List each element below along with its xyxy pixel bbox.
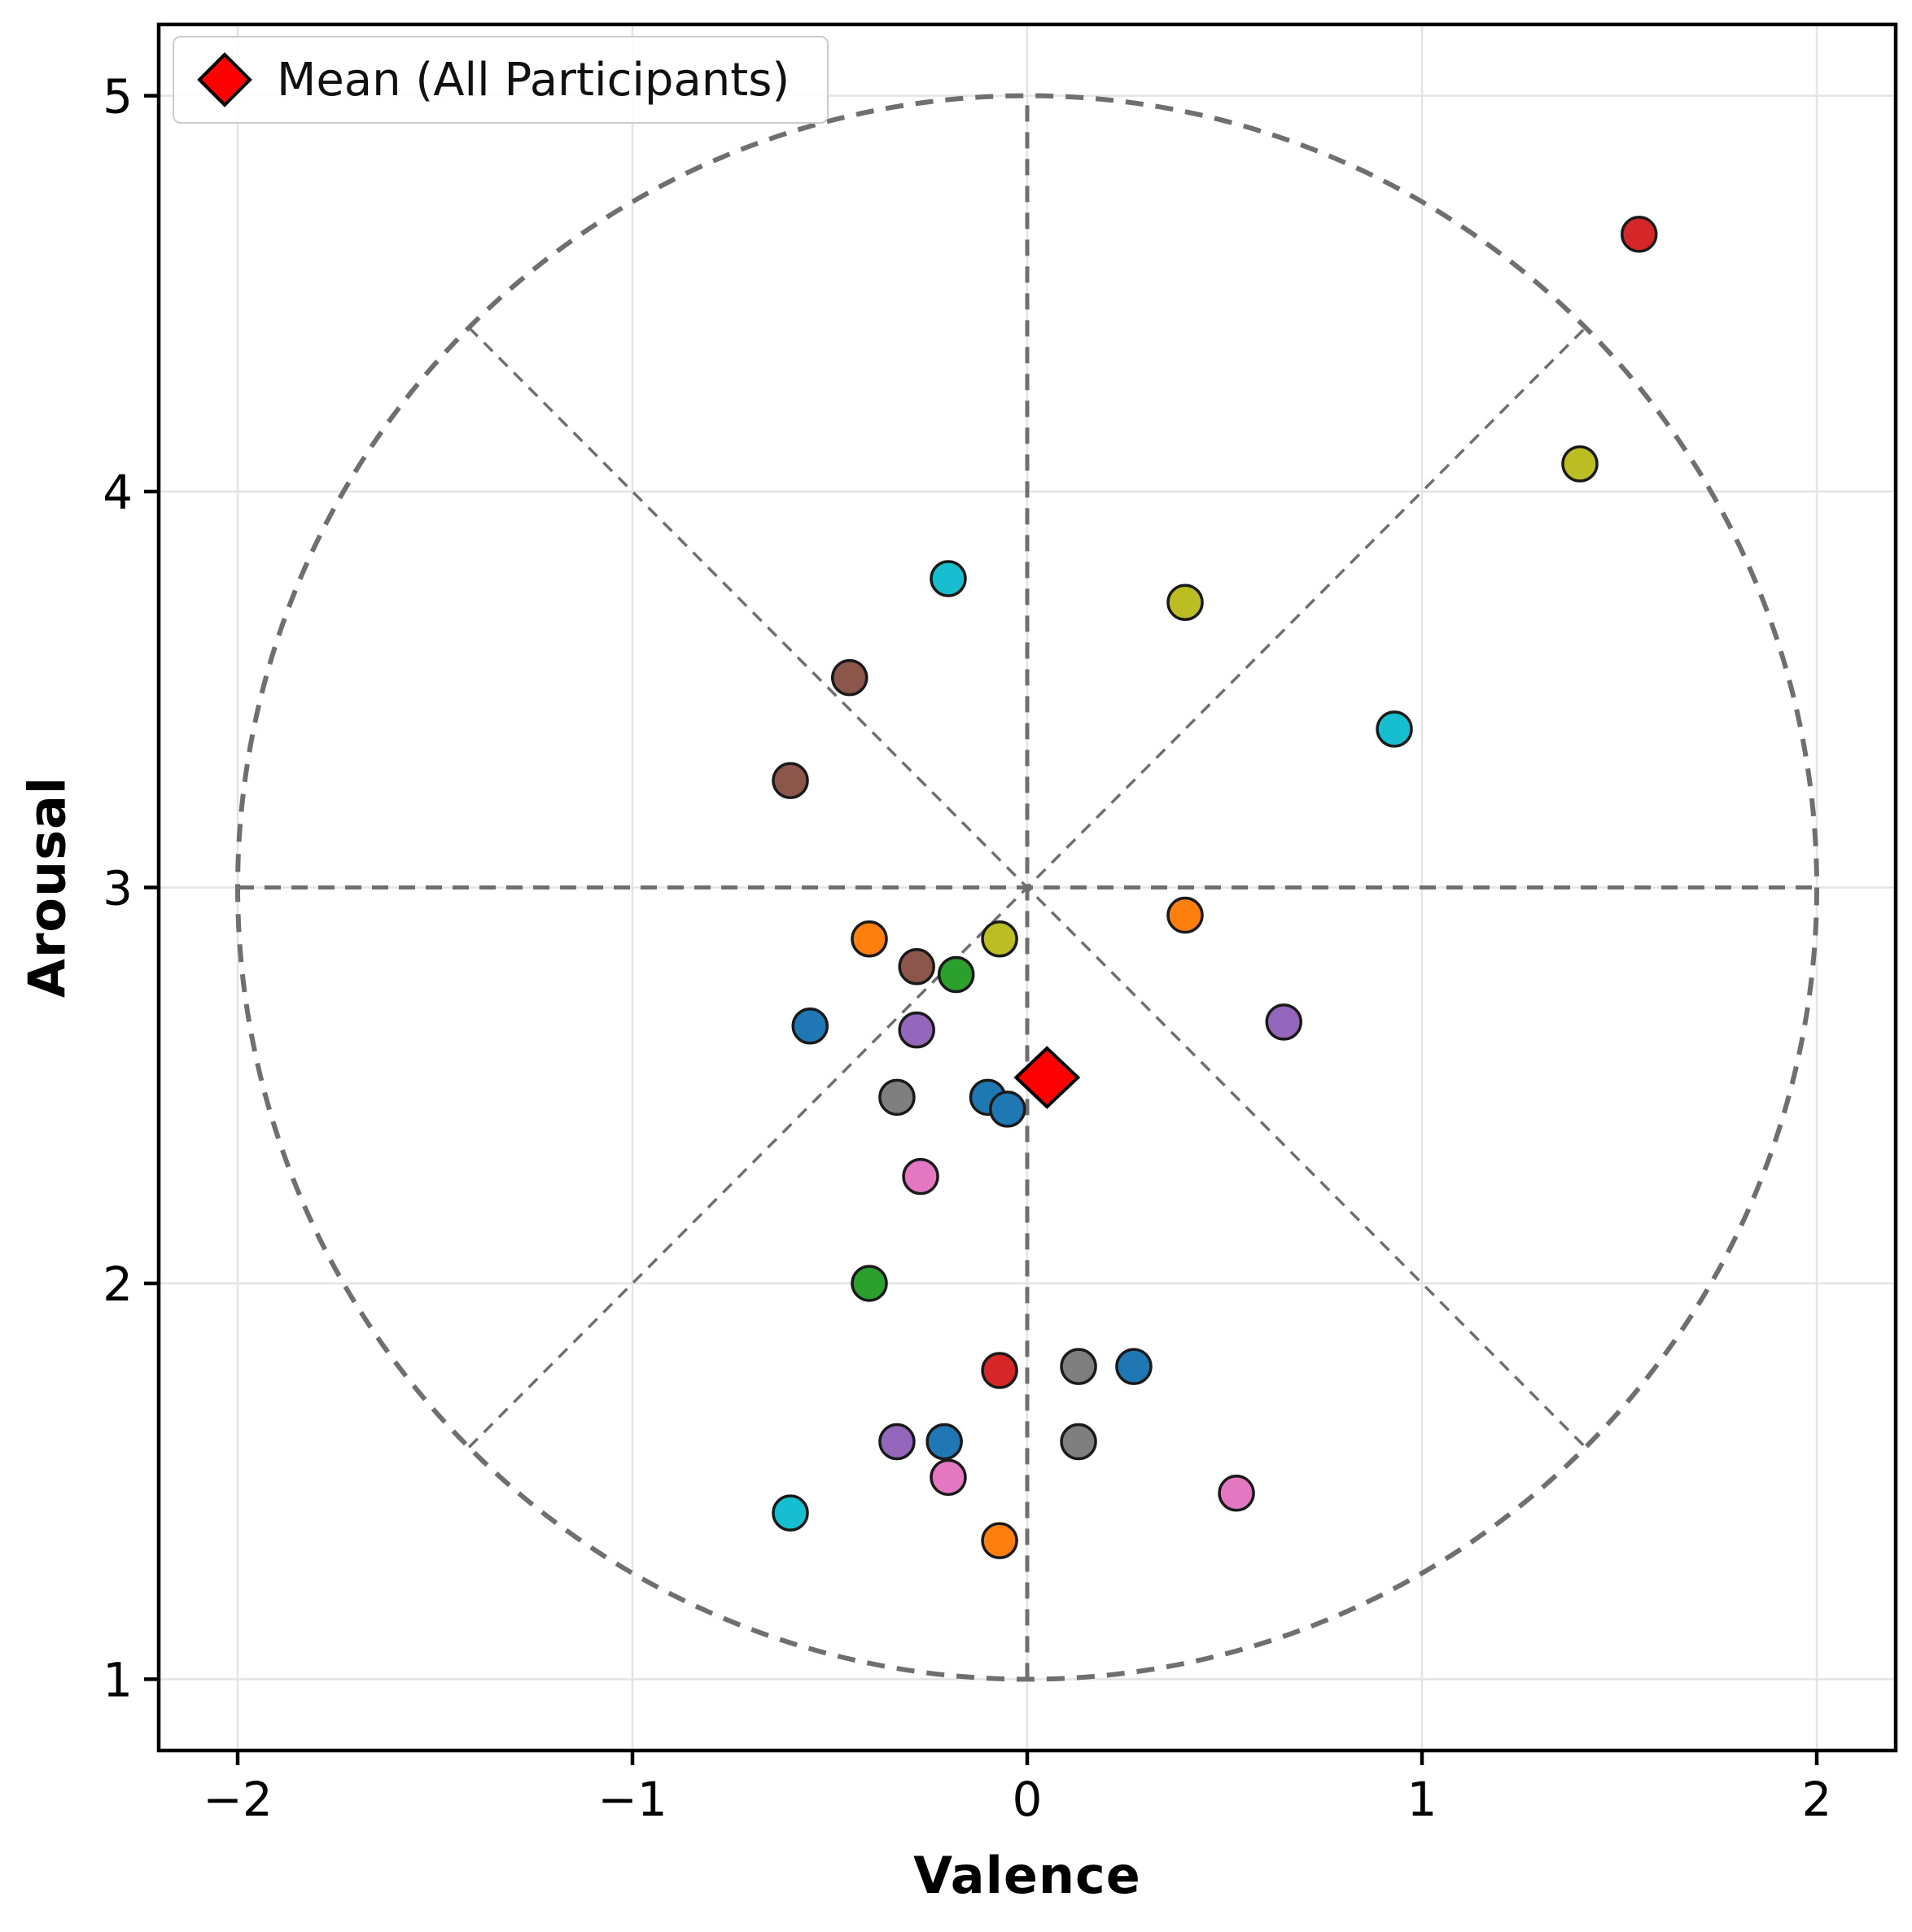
participant-point: [902, 1157, 939, 1195]
x-tick-label: −2: [203, 1772, 273, 1827]
y-tick-label: 1: [103, 1652, 133, 1707]
participant-point: [930, 560, 967, 597]
x-axis-label: Valence: [913, 1846, 1141, 1905]
participant-point: [981, 1352, 1018, 1389]
participant-point: [851, 1265, 888, 1302]
legend-label: Mean (All Participants): [277, 53, 790, 107]
diagonal-guide: [467, 326, 1587, 1449]
participant-point: [791, 1008, 829, 1045]
participant-point: [1218, 1475, 1255, 1512]
x-tick-label: −1: [597, 1772, 667, 1827]
participant-point: [1166, 896, 1204, 934]
mean-diamond-icon: [197, 52, 252, 107]
participant-point: [1060, 1423, 1097, 1461]
participant-point: [1621, 216, 1658, 253]
participant-point: [898, 948, 935, 986]
y-tick-label: 5: [103, 69, 133, 125]
y-tick-label: 4: [103, 465, 133, 520]
participant-point: [1376, 710, 1413, 748]
participant-point: [930, 1458, 967, 1497]
y-tick-label: 3: [103, 861, 133, 916]
x-tick-label: 1: [1407, 1772, 1437, 1827]
participant-point: [831, 658, 868, 697]
participant-point: [937, 955, 975, 994]
participant-point: [989, 1091, 1026, 1128]
participant-point: [898, 1011, 935, 1049]
x-tick-label: 0: [1013, 1772, 1043, 1827]
participant-point: [1561, 445, 1599, 483]
participant-point: [981, 1522, 1018, 1559]
mean-marker: [1013, 1046, 1081, 1109]
participant-point: [981, 920, 1018, 958]
y-axis-label: Arousal: [17, 776, 77, 999]
mean-diamond: [1013, 1046, 1081, 1109]
participant-point: [1265, 1003, 1302, 1041]
participant-point: [878, 1078, 916, 1117]
participant-point: [925, 1423, 963, 1461]
participant-point: [851, 920, 888, 958]
scatter-points: [772, 216, 1658, 1559]
participant-point: [1115, 1348, 1153, 1385]
x-tick-label: 2: [1802, 1772, 1832, 1827]
participant-point: [878, 1423, 916, 1461]
legend: Mean (All Participants): [173, 36, 829, 124]
participant-point: [1060, 1348, 1097, 1385]
participant-point: [772, 1494, 809, 1532]
y-tick-label: 2: [103, 1257, 133, 1312]
participant-point: [772, 762, 809, 799]
axis-ticks: −2 −1 0 1 2 1 2 3 4 5: [103, 69, 1831, 1827]
circumplex-guides: [235, 93, 1819, 1682]
participant-point: [1166, 584, 1204, 621]
